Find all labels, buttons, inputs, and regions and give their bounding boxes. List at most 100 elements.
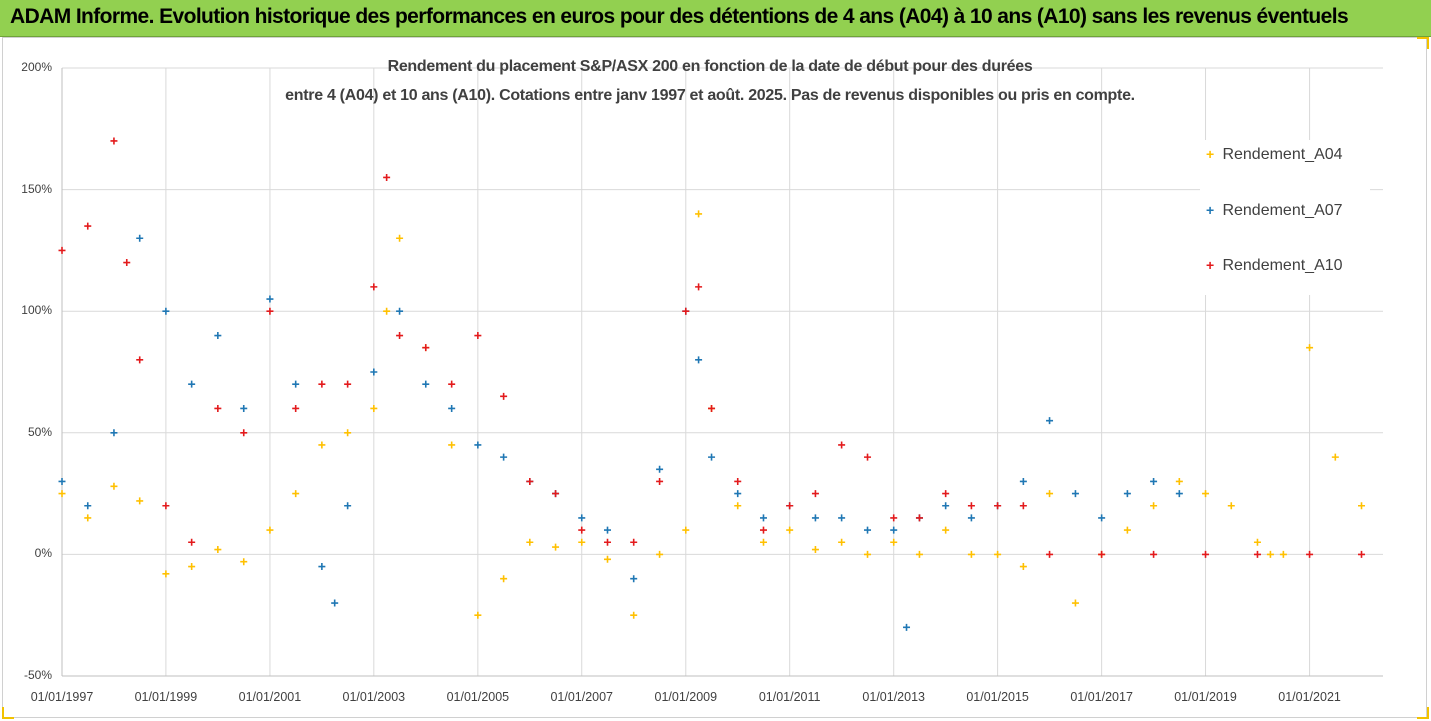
data-point-rendement-a07 — [1046, 417, 1054, 425]
data-point-rendement-a07 — [1098, 514, 1106, 522]
data-point-rendement-a07 — [292, 380, 300, 388]
data-point-rendement-a07 — [1019, 477, 1027, 485]
data-point-rendement-a04 — [759, 538, 767, 546]
data-point-rendement-a10 — [838, 441, 846, 449]
data-point-rendement-a10 — [474, 332, 482, 340]
data-point-rendement-a07 — [759, 514, 767, 522]
data-point-rendement-a07 — [890, 526, 898, 534]
data-point-rendement-a10 — [1098, 550, 1106, 558]
data-point-rendement-a10 — [344, 380, 352, 388]
data-point-rendement-a04 — [942, 526, 950, 534]
data-point-rendement-a10 — [890, 514, 898, 522]
y-tick-label: 50% — [27, 424, 52, 439]
data-point-rendement-a04 — [1019, 563, 1027, 571]
data-point-rendement-a04 — [890, 538, 898, 546]
data-point-rendement-a04 — [292, 490, 300, 498]
data-point-rendement-a10 — [967, 502, 975, 510]
legend-item-a10: + Rendement_A10 — [1206, 257, 1343, 275]
x-tick-label: 01/01/1999 — [134, 690, 198, 704]
data-point-rendement-a04 — [266, 526, 274, 534]
data-point-rendement-a07 — [1150, 477, 1158, 485]
data-point-rendement-a04 — [811, 546, 819, 554]
data-point-rendement-a04 — [734, 502, 742, 510]
data-point-rendement-a04 — [136, 497, 144, 505]
data-point-rendement-a07 — [214, 332, 222, 340]
data-point-rendement-a07 — [903, 623, 911, 631]
x-tick-label: 01/01/2019 — [1174, 690, 1237, 704]
data-point-rendement-a04 — [838, 538, 846, 546]
data-point-rendement-a04 — [604, 555, 612, 563]
data-point-rendement-a07 — [422, 380, 430, 388]
data-point-rendement-a07 — [967, 514, 975, 522]
y-tick-label: 150% — [21, 181, 52, 196]
data-point-rendement-a04 — [110, 482, 118, 490]
data-point-rendement-a10 — [110, 137, 118, 145]
data-point-rendement-a10 — [1306, 550, 1314, 558]
data-point-rendement-a07 — [344, 502, 352, 510]
data-point-rendement-a07 — [331, 599, 339, 607]
data-point-rendement-a07 — [396, 307, 404, 315]
data-point-rendement-a04 — [552, 543, 560, 551]
data-point-rendement-a10 — [136, 356, 144, 364]
data-point-rendement-a07 — [1123, 490, 1131, 498]
data-point-rendement-a07 — [578, 514, 586, 522]
frame-corner-bottom-right — [1417, 707, 1429, 719]
data-point-rendement-a07 — [84, 502, 92, 510]
data-point-rendement-a04 — [1202, 490, 1210, 498]
frame-corner-top-right — [1417, 37, 1429, 49]
data-point-rendement-a07 — [604, 526, 612, 534]
data-point-rendement-a10 — [864, 453, 872, 461]
data-point-rendement-a10 — [1019, 502, 1027, 510]
data-point-rendement-a07 — [474, 441, 482, 449]
data-point-rendement-a04 — [500, 575, 508, 583]
data-point-rendement-a10 — [448, 380, 456, 388]
chart-title-line-2: entre 4 (A04) et 10 ans (A10). Cotations… — [285, 87, 1135, 104]
data-point-rendement-a07 — [864, 526, 872, 534]
data-point-rendement-a04 — [656, 550, 664, 558]
data-point-rendement-a07 — [656, 465, 664, 473]
data-point-rendement-a07 — [695, 356, 703, 364]
data-point-rendement-a07 — [942, 502, 950, 510]
data-point-rendement-a07 — [630, 575, 638, 583]
data-point-rendement-a04 — [84, 514, 92, 522]
data-point-rendement-a04 — [1071, 599, 1079, 607]
data-point-rendement-a07 — [370, 368, 378, 376]
data-point-rendement-a10 — [604, 538, 612, 546]
data-point-rendement-a04 — [1253, 538, 1261, 546]
data-point-rendement-a04 — [188, 563, 196, 571]
data-point-rendement-a04 — [396, 234, 404, 242]
data-point-rendement-a04 — [1046, 490, 1054, 498]
data-point-rendement-a07 — [162, 307, 170, 315]
legend-marker-a10: + — [1206, 257, 1215, 273]
data-point-rendement-a04 — [1150, 502, 1158, 510]
title-banner: ADAM Informe. Evolution historique des p… — [0, 0, 1431, 37]
chart-frame — [2, 37, 1427, 718]
data-point-rendement-a10 — [695, 283, 703, 291]
data-point-rendement-a07 — [1071, 490, 1079, 498]
x-tick-label: 01/01/2009 — [654, 690, 718, 704]
data-point-rendement-a10 — [123, 259, 131, 267]
data-point-rendement-a10 — [318, 380, 326, 388]
x-tick-label: 01/01/2015 — [966, 690, 1029, 704]
data-point-rendement-a04 — [240, 558, 248, 566]
data-point-rendement-a10 — [370, 283, 378, 291]
data-point-rendement-a10 — [759, 526, 767, 534]
data-point-rendement-a04 — [695, 210, 703, 218]
data-point-rendement-a07 — [110, 429, 118, 437]
data-point-rendement-a10 — [786, 502, 794, 510]
data-point-rendement-a04 — [967, 550, 975, 558]
data-point-rendement-a07 — [240, 404, 248, 412]
data-point-rendement-a04 — [682, 526, 690, 534]
data-point-rendement-a10 — [656, 477, 664, 485]
x-tick-label: 01/01/2017 — [1070, 690, 1133, 704]
banner-title: ADAM Informe. Evolution historique des p… — [10, 5, 1349, 28]
data-point-rendement-a04 — [214, 546, 222, 554]
data-point-rendement-a04 — [1358, 502, 1366, 510]
legend-label-a10: Rendement_A10 — [1222, 257, 1343, 274]
x-tick-label: 01/01/2003 — [342, 690, 406, 704]
data-point-rendement-a07 — [811, 514, 819, 522]
x-tick-label: 01/01/2021 — [1278, 690, 1341, 704]
data-point-rendement-a10 — [58, 246, 66, 254]
y-tick-label: -50% — [23, 668, 52, 682]
